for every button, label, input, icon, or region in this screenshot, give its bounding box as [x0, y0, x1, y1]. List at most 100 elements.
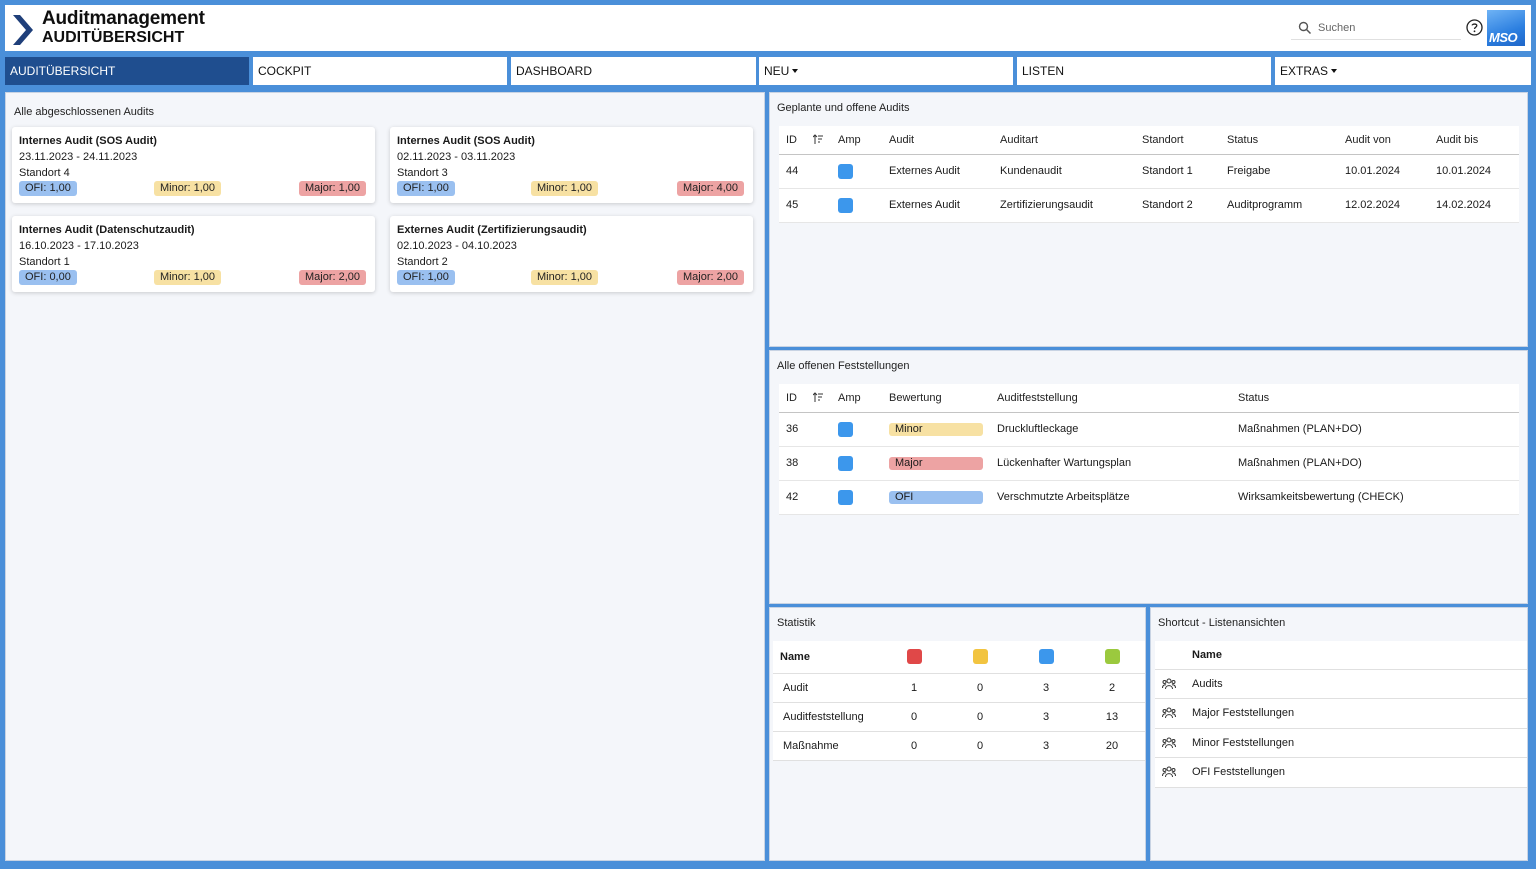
col-header-id[interactable]: ID — [779, 126, 805, 155]
tab-cockpit[interactable]: COCKPIT — [253, 57, 507, 85]
cell-amp — [831, 188, 882, 223]
audit-card-title: Externes Audit (Zertifizierungsaudit) — [397, 224, 587, 236]
cell-audit-bis: 14.02.2024 — [1429, 188, 1519, 223]
people-icon — [1162, 707, 1176, 719]
cell-auditfeststellung: Verschmutzte Arbeitsplätze — [990, 480, 1231, 515]
shortcut-item[interactable]: Major Feststellungen — [1155, 698, 1527, 729]
cell-icon — [1155, 669, 1192, 699]
shortcuts-panel: Shortcut - Listenansichten Name Audits M… — [1150, 607, 1528, 861]
shortcut-label[interactable]: Audits — [1192, 669, 1527, 699]
people-icon — [1162, 678, 1176, 689]
sort-button[interactable] — [805, 126, 831, 155]
audit-card-site: Standort 2 — [397, 256, 448, 268]
rating-badge: OFI — [889, 490, 983, 504]
cell-audit-von: 10.01.2024 — [1338, 154, 1429, 189]
table-row[interactable]: 42 OFI Verschmutzte Arbeitsplätze Wirksa… — [779, 480, 1519, 515]
audit-card-site: Standort 3 — [397, 167, 448, 179]
col-header-amp[interactable]: Amp — [831, 384, 882, 413]
cell-value: 3 — [1013, 673, 1079, 703]
search-icon[interactable] — [1298, 21, 1312, 35]
col-header-audit-von[interactable]: Audit von — [1338, 126, 1429, 155]
audit-card-dates: 23.11.2023 - 24.11.2023 — [19, 151, 138, 163]
major-badge: Major: 2,00 — [677, 270, 745, 285]
shortcut-item[interactable]: Audits — [1155, 669, 1527, 699]
cell-amp — [831, 412, 882, 447]
col-header-audit[interactable]: Audit — [882, 126, 993, 155]
col-header-auditart[interactable]: Auditart — [993, 126, 1135, 155]
shortcut-label[interactable]: Minor Feststellungen — [1192, 728, 1527, 758]
cell-auditfeststellung: Lückenhafter Wartungsplan — [990, 446, 1231, 481]
col-header-red — [881, 641, 947, 674]
ofi-badge: OFI: 0,00 — [19, 270, 77, 285]
col-header-id[interactable]: ID — [779, 384, 805, 413]
sort-icon[interactable] — [812, 392, 824, 403]
search-input[interactable] — [1318, 19, 1453, 37]
col-header-amp[interactable]: Amp — [831, 126, 882, 155]
table-row[interactable]: Audit 1 0 3 2 — [773, 673, 1145, 703]
help-icon[interactable] — [1466, 19, 1483, 36]
cell-status: Wirksamkeitsbewertung (CHECK) — [1231, 480, 1519, 515]
cell-status: Maßnahmen (PLAN+DO) — [1231, 412, 1519, 447]
table-row[interactable]: Auditfeststellung 0 0 3 13 — [773, 702, 1145, 732]
shortcut-label[interactable]: Major Feststellungen — [1192, 698, 1527, 729]
app-header: Auditmanagement AUDITÜBERSICHT MSO — [5, 5, 1531, 51]
cell-value: 13 — [1079, 702, 1145, 732]
status-light — [838, 197, 853, 213]
tab-dashboard[interactable]: DASHBOARD — [511, 57, 756, 85]
cell-spacer — [805, 480, 831, 515]
tab-neu[interactable]: NEU — [759, 57, 1013, 85]
brand-logo-text: MSO — [1489, 30, 1518, 45]
col-header-green — [1079, 641, 1145, 674]
audit-card-dates: 16.10.2023 - 17.10.2023 — [19, 240, 139, 252]
cell-spacer — [805, 154, 831, 189]
table-row[interactable]: 38 Major Lückenhafter Wartungsplan Maßna… — [779, 446, 1519, 481]
minor-badge: Minor: 1,00 — [531, 270, 599, 285]
status-light — [838, 421, 853, 437]
audit-card[interactable]: Internes Audit (Datenschutzaudit) 16.10.… — [12, 216, 375, 292]
table-row[interactable]: 45 Externes Audit Zertifizierungsaudit S… — [779, 188, 1519, 223]
tab-extras[interactable]: EXTRAS — [1275, 57, 1531, 85]
col-header-standort[interactable]: Standort — [1135, 126, 1220, 155]
audit-card[interactable]: Internes Audit (SOS Audit) 23.11.2023 - … — [12, 127, 375, 203]
table-row[interactable]: Maßnahme 0 0 3 20 — [773, 731, 1145, 761]
audit-card[interactable]: Internes Audit (SOS Audit) 02.11.2023 - … — [390, 127, 753, 203]
cell-id: 42 — [779, 480, 805, 515]
table-row[interactable]: 44 Externes Audit Kundenaudit Standort 1… — [779, 154, 1519, 189]
open-findings-panel: Alle offenen Feststellungen ID Amp Bewer… — [769, 350, 1528, 604]
search-box[interactable] — [1291, 16, 1461, 40]
cell-name: Audit — [773, 673, 881, 703]
page-title: AUDITÜBERSICHT — [42, 29, 185, 46]
cell-audit-bis: 10.01.2024 — [1429, 154, 1519, 189]
open-findings-table: ID Amp Bewertung Auditfeststellung Statu… — [779, 384, 1519, 515]
cell-amp — [831, 446, 882, 481]
cell-value: 0 — [947, 673, 1013, 703]
shortcut-item[interactable]: OFI Feststellungen — [1155, 757, 1527, 788]
sort-icon[interactable] — [812, 134, 824, 145]
cell-standort: Standort 1 — [1135, 154, 1220, 189]
panel-title: Alle offenen Feststellungen — [777, 360, 910, 372]
col-header-audit-bis[interactable]: Audit bis — [1429, 126, 1519, 155]
yellow-square-icon — [972, 649, 988, 665]
green-square-icon — [1104, 649, 1120, 665]
cell-icon — [1155, 757, 1192, 788]
panel-title: Alle abgeschlossenen Audits — [14, 106, 155, 118]
tab-audituebersicht[interactable]: AUDITÜBERSICHT — [5, 57, 249, 85]
ofi-badge: OFI: 1,00 — [19, 181, 77, 196]
col-header-status[interactable]: Status — [1231, 384, 1519, 413]
sort-button[interactable] — [805, 384, 831, 413]
shortcut-item[interactable]: Minor Feststellungen — [1155, 728, 1527, 758]
audit-card[interactable]: Externes Audit (Zertifizierungsaudit) 02… — [390, 216, 753, 292]
red-square-icon — [906, 649, 922, 665]
caret-down-icon — [792, 68, 799, 73]
shortcut-label[interactable]: OFI Feststellungen — [1192, 757, 1527, 788]
tab-listen[interactable]: LISTEN — [1017, 57, 1271, 85]
col-header-bewertung[interactable]: Bewertung — [882, 384, 990, 413]
col-header-status[interactable]: Status — [1220, 126, 1338, 155]
cell-value: 2 — [1079, 673, 1145, 703]
rating-badge: Minor — [889, 422, 983, 436]
cell-auditart: Kundenaudit — [993, 154, 1135, 189]
cell-audit-von: 12.02.2024 — [1338, 188, 1429, 223]
cell-id: 44 — [779, 154, 805, 189]
col-header-auditfeststellung[interactable]: Auditfeststellung — [990, 384, 1231, 413]
table-row[interactable]: 36 Minor Druckluftleckage Maßnahmen (PLA… — [779, 412, 1519, 447]
